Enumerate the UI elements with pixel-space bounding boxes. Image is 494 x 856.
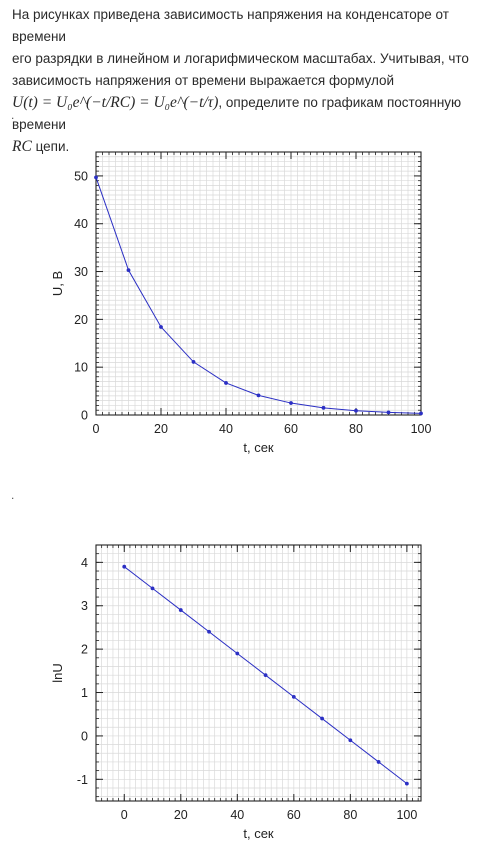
x-tick-label: 100 — [396, 808, 417, 822]
y-tick-label: -1 — [77, 773, 88, 787]
y-tick-label: 40 — [74, 217, 88, 231]
x-tick-label: 40 — [219, 422, 233, 436]
x-tick-label: 0 — [93, 422, 100, 436]
data-point — [289, 401, 293, 405]
data-point — [404, 781, 409, 786]
data-point — [386, 410, 391, 415]
y-tick-label: 0 — [81, 729, 88, 743]
x-tick-label: 80 — [349, 422, 363, 436]
x-tick-label: 0 — [121, 808, 128, 822]
data-point — [376, 760, 381, 764]
log-chart: 0 20 40 60 80 100 -1 0 1 2 3 4 t, сек lnU — [50, 544, 422, 841]
data-point — [178, 608, 183, 612]
y-axis-title: U, В — [50, 271, 65, 296]
x-axis-title: t, сек — [243, 440, 274, 455]
y-tick-label: 3 — [81, 599, 88, 613]
rc-symbol: RC — [12, 138, 32, 155]
plot-frame — [95, 544, 422, 802]
y-axis-title: lnU — [50, 663, 65, 683]
data-point — [321, 405, 326, 410]
y-tick-label: 4 — [81, 556, 88, 570]
data-point — [291, 694, 296, 699]
x-axis-title: t, сек — [243, 826, 274, 841]
linear-chart: 0 20 40 60 80 100 0 10 20 30 40 50 t, сек U, В — [50, 151, 432, 455]
data-point — [150, 586, 155, 591]
x-tick-label: 40 — [230, 808, 244, 822]
y-tick-label: 10 — [74, 361, 88, 375]
data-point — [263, 673, 268, 678]
problem-line-2: его разрядки в линейном и логарифмическо… — [12, 51, 469, 66]
data-point — [348, 738, 353, 743]
data-point — [224, 381, 228, 385]
problem-line-3: зависимость напряжения от времени выража… — [12, 73, 395, 88]
x-tick-label: 60 — [287, 808, 301, 822]
data-point — [159, 325, 163, 329]
data-point — [94, 175, 98, 180]
x-tick-label: 20 — [154, 422, 168, 436]
y-tick-label: 50 — [74, 169, 88, 183]
x-tick-label: 20 — [174, 808, 188, 822]
data-point — [256, 393, 261, 398]
problem-line-5: RC цепи. — [12, 136, 486, 158]
problem-line-1: На рисунках приведена зависимость напряж… — [12, 7, 449, 44]
formula: U(t) = U₀e^(−t/RC) = U₀e^(−t/τ) — [12, 94, 219, 111]
data-point — [122, 564, 127, 569]
problem-line-4: U(t) = U₀e^(−t/RC) = U₀e^(−t/τ), определ… — [12, 92, 486, 136]
x-tick-label: 100 — [411, 422, 432, 436]
y-tick-label: 20 — [74, 313, 88, 327]
data-point — [126, 268, 131, 273]
y-tick-label: 0 — [81, 409, 88, 423]
data-point — [354, 408, 358, 413]
data-point — [235, 651, 240, 656]
separator-dot-1: . — [11, 108, 15, 122]
data-point — [320, 716, 324, 721]
y-tick-label: 30 — [74, 265, 88, 279]
data-point — [191, 360, 196, 364]
y-tick-label: 2 — [81, 643, 88, 657]
problem-line-5-text: цепи. — [31, 139, 70, 154]
data-point — [207, 629, 211, 634]
x-tick-label: 80 — [343, 808, 357, 822]
separator-dot-2: . — [11, 488, 15, 502]
data-point — [419, 411, 423, 416]
y-tick-label: 1 — [81, 686, 88, 700]
problem-line-4-text: , определите по графикам постоянную врем… — [12, 95, 462, 132]
x-tick-label: 60 — [284, 422, 298, 436]
problem-statement: На рисунках приведена зависимость напряж… — [12, 4, 486, 158]
